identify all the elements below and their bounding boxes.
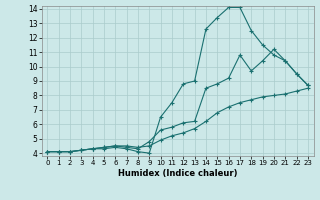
X-axis label: Humidex (Indice chaleur): Humidex (Indice chaleur) bbox=[118, 169, 237, 178]
